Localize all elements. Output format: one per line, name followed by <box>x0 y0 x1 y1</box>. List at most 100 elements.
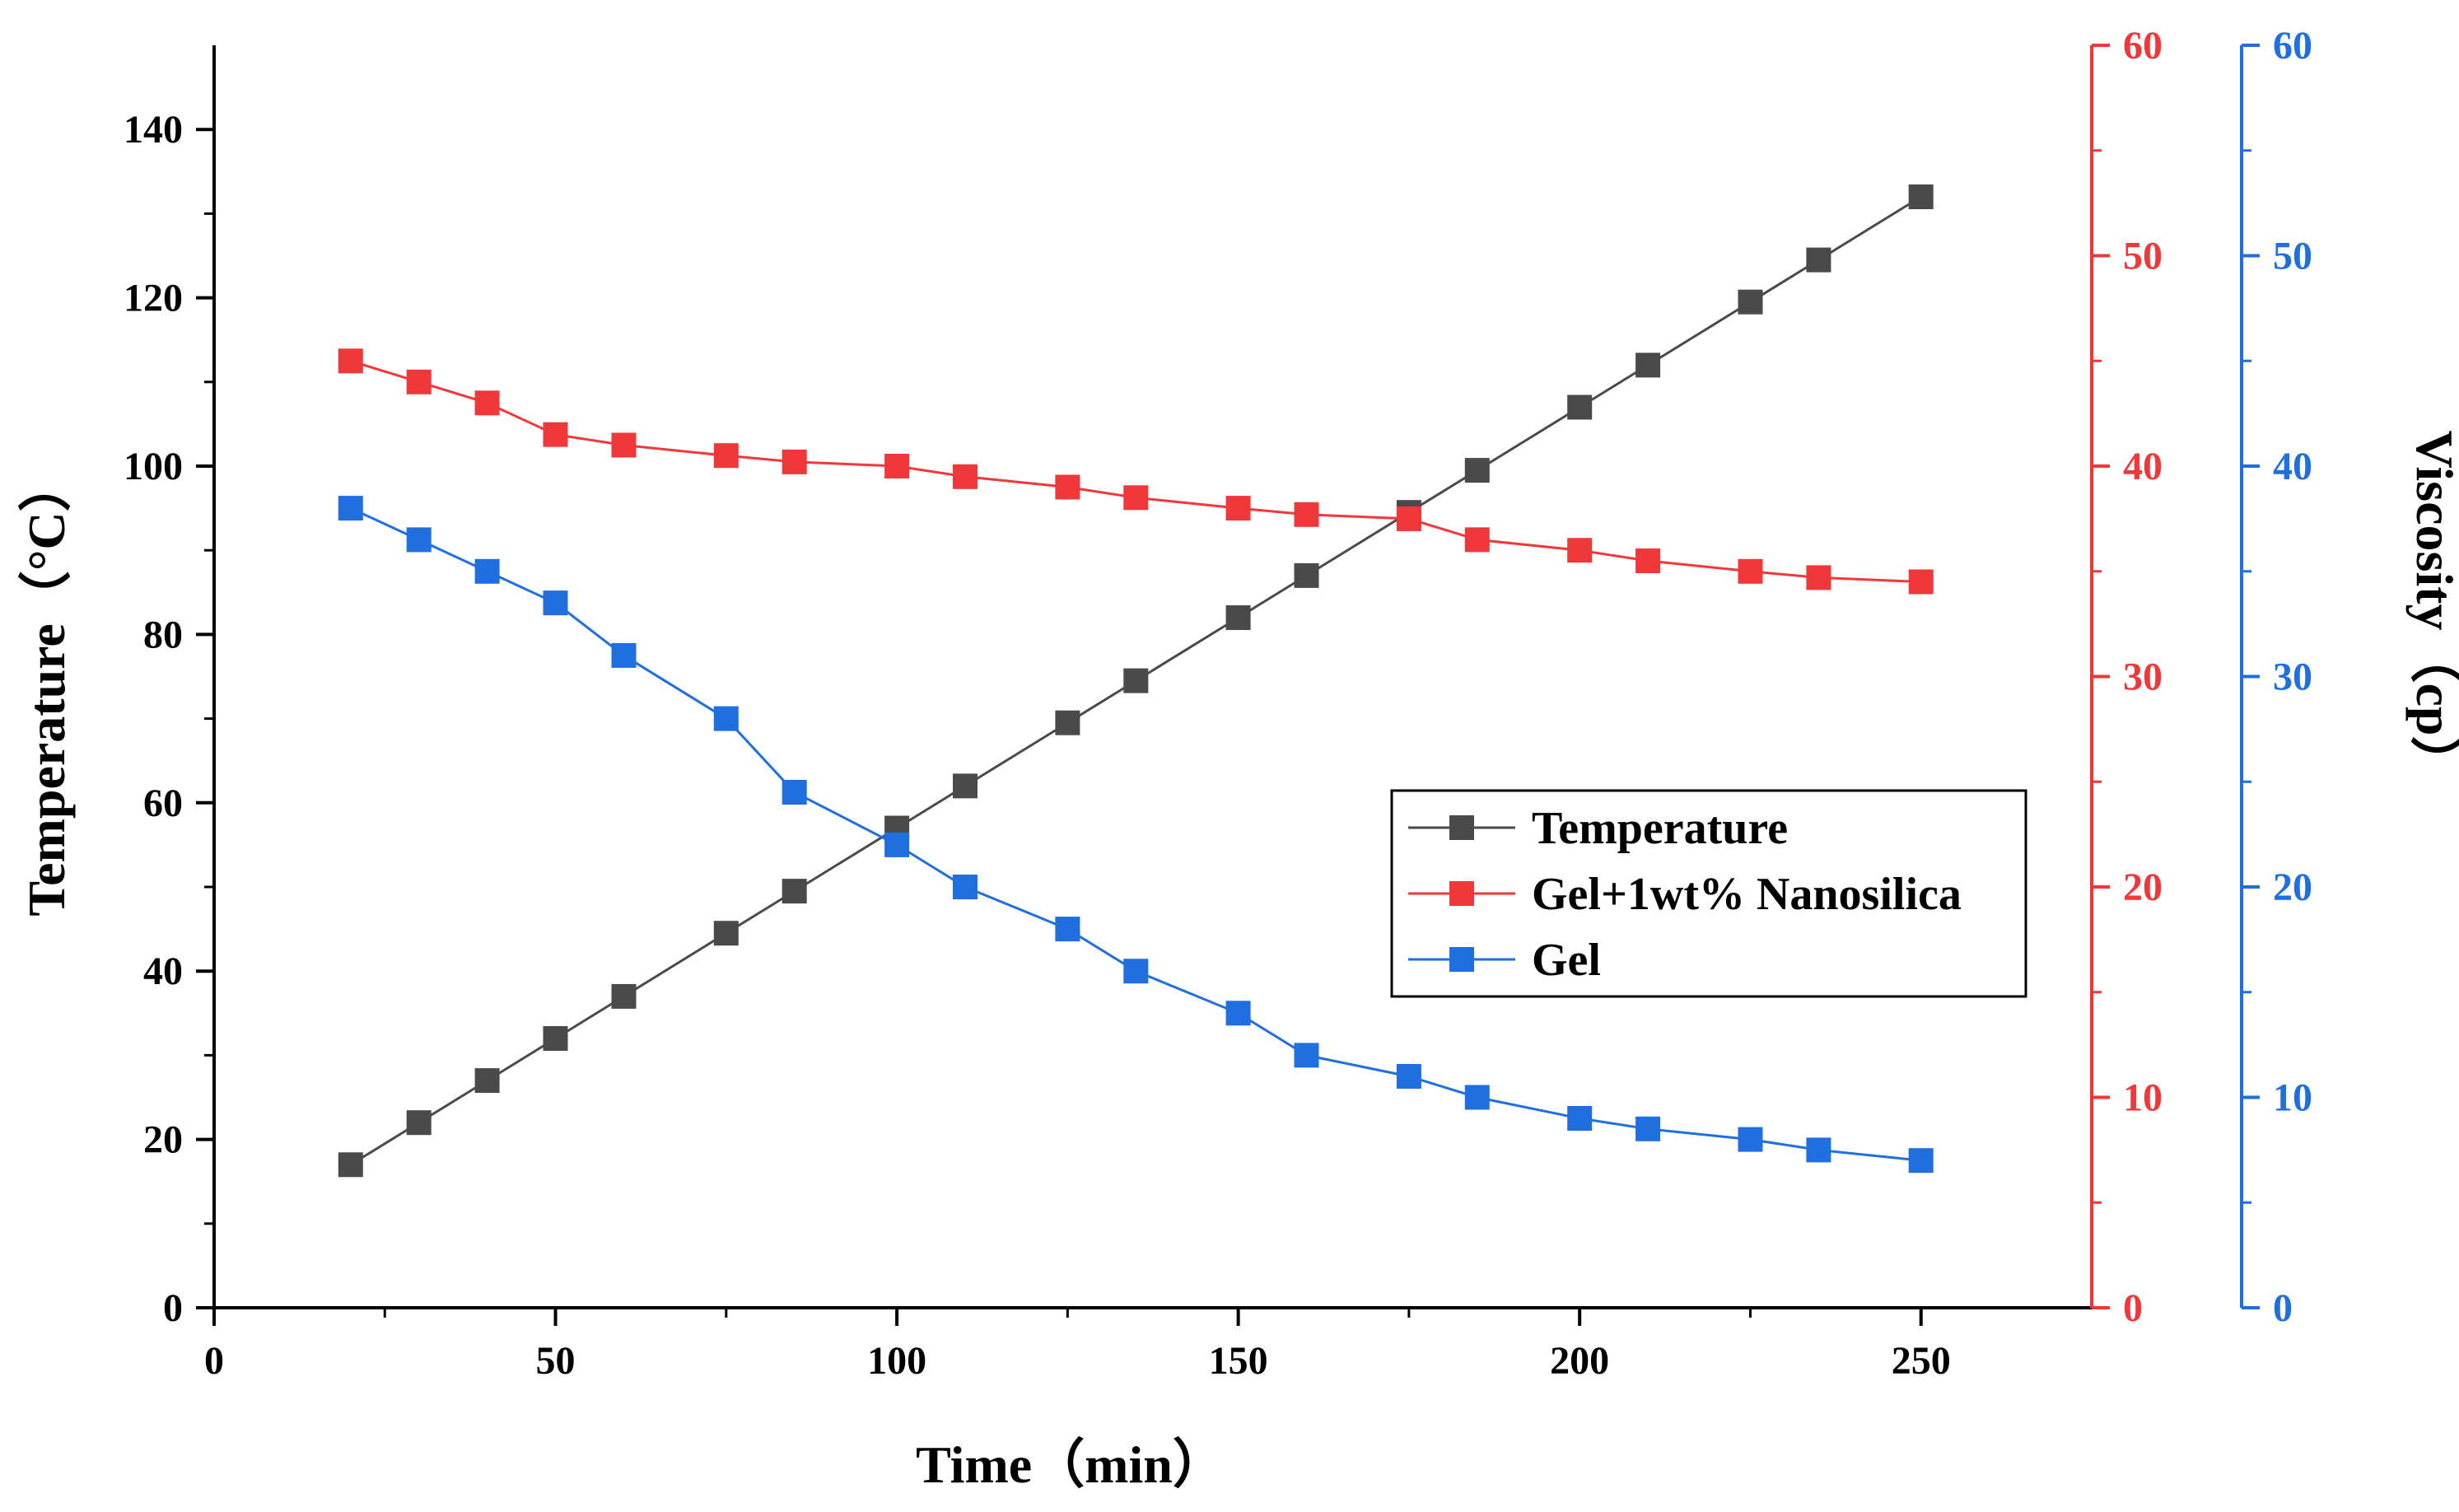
data-point-gel-1wt-nanosilica <box>1464 527 1490 553</box>
data-point-temperature <box>1567 394 1593 420</box>
data-point-temperature <box>1635 352 1661 378</box>
data-point-gel <box>1908 1148 1934 1174</box>
data-point-temperature <box>1123 668 1149 693</box>
data-point-temperature <box>953 773 978 799</box>
data-point-gel-1wt-nanosilica <box>1567 538 1593 563</box>
data-point-gel-1wt-nanosilica <box>611 432 637 458</box>
left-y-tick-label: 60 <box>143 782 183 825</box>
data-point-temperature <box>611 983 637 1009</box>
right-blue-y-tick-label: 10 <box>2273 1076 2312 1120</box>
legend-label-gel: Gel <box>1532 935 1601 986</box>
legend-marker-temperature <box>1449 815 1474 840</box>
data-point-gel <box>1396 1064 1421 1089</box>
data-point-gel <box>611 642 637 668</box>
data-point-temperature <box>543 1026 568 1051</box>
legend-label-gel-1wt-nanosilica: Gel+1wt% Nanosilica <box>1532 869 1962 920</box>
right-red-y-tick-label: 60 <box>2123 24 2163 68</box>
data-point-gel <box>1055 917 1080 942</box>
left-y-tick-label: 140 <box>124 108 183 152</box>
right-blue-y-tick-label: 40 <box>2273 445 2312 488</box>
data-point-gel-1wt-nanosilica <box>338 348 363 374</box>
data-point-gel-1wt-nanosilica <box>1806 565 1831 590</box>
left-y-tick-label: 0 <box>163 1286 183 1330</box>
legend-marker-gel <box>1449 947 1474 972</box>
right-blue-y-tick-label: 50 <box>2273 235 2312 278</box>
data-point-gel <box>1635 1116 1661 1141</box>
data-point-temperature <box>782 879 807 904</box>
data-point-temperature <box>1055 710 1080 735</box>
data-point-temperature <box>1294 562 1319 588</box>
data-point-gel-1wt-nanosilica <box>1908 569 1934 595</box>
left-y-tick-label: 120 <box>124 277 183 320</box>
data-point-gel <box>1806 1137 1831 1163</box>
series-layer <box>338 184 1934 1178</box>
right-blue-y-tick-label: 30 <box>2273 656 2312 699</box>
data-point-gel <box>1567 1106 1593 1131</box>
data-point-gel <box>1225 1001 1251 1026</box>
data-point-gel-1wt-nanosilica <box>543 422 568 447</box>
data-point-gel-1wt-nanosilica <box>1635 548 1661 573</box>
data-point-gel-1wt-nanosilica <box>1738 558 1763 584</box>
data-point-gel-1wt-nanosilica <box>782 449 807 474</box>
data-point-gel-1wt-nanosilica <box>474 390 500 416</box>
x-tick-label: 200 <box>1550 1339 1609 1383</box>
data-point-gel <box>713 706 739 731</box>
data-point-gel-1wt-nanosilica <box>1294 502 1319 527</box>
legend-marker-gel-1wt-nanosilica <box>1449 881 1474 906</box>
data-point-gel <box>782 780 807 805</box>
data-point-gel <box>474 558 500 584</box>
data-point-gel-1wt-nanosilica <box>1225 496 1251 521</box>
legend: Temperature Gel+1wt% Nanosilica Gel <box>1390 789 2027 998</box>
x-tick-label: 150 <box>1209 1339 1268 1383</box>
data-point-temperature <box>1464 458 1490 483</box>
data-point-gel <box>1123 959 1149 984</box>
data-point-temperature <box>1908 184 1934 209</box>
data-point-gel-1wt-nanosilica <box>1123 485 1149 511</box>
data-point-temperature <box>713 921 739 946</box>
data-point-temperature <box>1806 247 1831 273</box>
data-point-temperature <box>1225 605 1251 630</box>
data-point-gel-1wt-nanosilica <box>1055 474 1080 500</box>
data-point-temperature <box>406 1110 432 1136</box>
right-red-y-tick-label: 20 <box>2123 866 2163 909</box>
data-point-gel <box>1464 1085 1490 1110</box>
right-blue-y-tick-label: 60 <box>2273 24 2312 68</box>
data-point-temperature <box>474 1068 500 1094</box>
legend-label-temperature: Temperature <box>1532 803 1788 854</box>
axis-titles: Time（min） Temperature（°C） Viscosity（cp） <box>17 431 2459 1494</box>
right-y-axis-title: Viscosity（cp） <box>2405 431 2459 789</box>
right-red-y-tick-label: 50 <box>2123 235 2163 278</box>
series-line-gel-1wt-nanosilica <box>350 359 1921 583</box>
right-red-y-tick-label: 40 <box>2123 445 2163 488</box>
right-blue-y-tick-label: 0 <box>2273 1286 2293 1330</box>
data-point-gel-1wt-nanosilica <box>713 443 739 469</box>
x-tick-label: 100 <box>867 1339 926 1383</box>
left-y-tick-label: 100 <box>124 445 183 488</box>
data-point-gel-1wt-nanosilica <box>406 369 432 394</box>
axes-layer: 0 50 100 150 200 2500204060801001201400102030… <box>124 24 2312 1383</box>
x-tick-label: 50 <box>536 1339 576 1383</box>
data-point-gel <box>884 832 910 857</box>
left-y-axis-title: Temperature（°C） <box>17 459 76 916</box>
data-point-gel <box>953 875 978 899</box>
x-axis-title: Time（min） <box>916 1435 1225 1494</box>
left-y-tick-label: 80 <box>143 613 183 656</box>
data-point-gel <box>1738 1127 1763 1152</box>
data-point-gel <box>1294 1043 1319 1068</box>
data-point-gel <box>543 590 568 616</box>
data-point-temperature <box>338 1152 363 1178</box>
right-blue-y-tick-label: 20 <box>2273 866 2312 909</box>
x-tick-label: 250 <box>1892 1339 1951 1383</box>
left-y-tick-label: 40 <box>143 950 183 993</box>
data-point-gel-1wt-nanosilica <box>953 464 978 489</box>
left-y-tick-label: 20 <box>143 1118 183 1162</box>
right-red-y-tick-label: 10 <box>2123 1076 2163 1120</box>
right-red-y-tick-label: 0 <box>2123 1286 2143 1330</box>
data-point-temperature <box>1738 289 1763 315</box>
x-tick-label: 0 <box>204 1339 224 1383</box>
data-point-gel <box>406 527 432 553</box>
data-point-gel-1wt-nanosilica <box>884 454 910 478</box>
data-point-gel-1wt-nanosilica <box>1396 506 1421 531</box>
right-red-y-tick-label: 30 <box>2123 656 2163 699</box>
